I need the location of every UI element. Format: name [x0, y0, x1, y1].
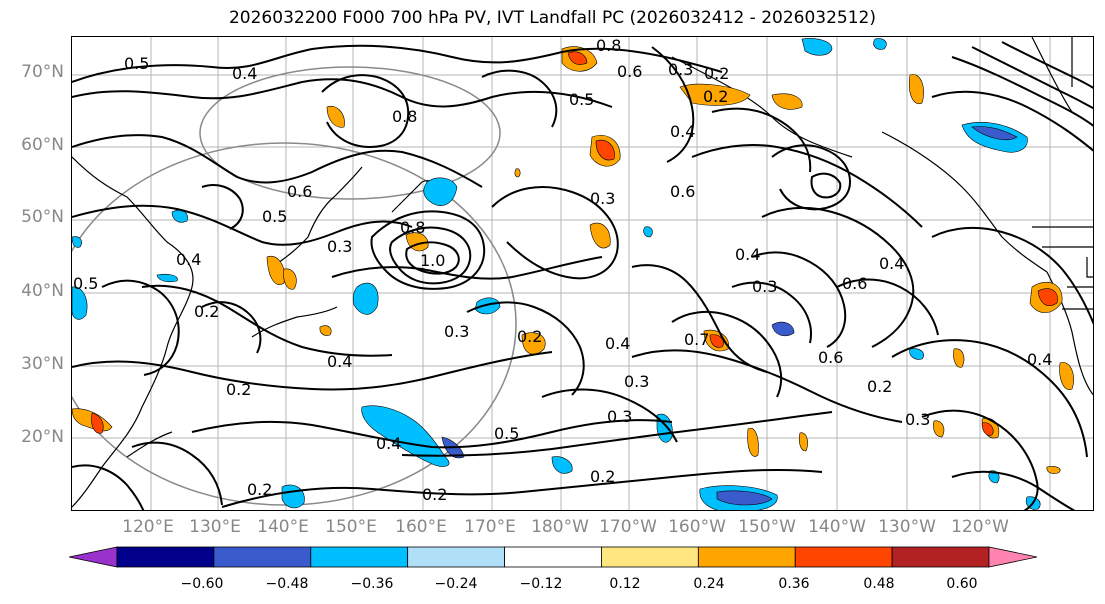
lon-label-120e: 120°E: [122, 517, 174, 537]
colorbar-swatch: [310, 546, 409, 568]
contour-label: 0.4: [376, 434, 401, 453]
colorbar-tick: −0.12: [519, 576, 563, 592]
lat-label-70n: 70°N: [21, 62, 64, 82]
colorbar-swatch: [794, 546, 893, 568]
contour-label: 0.6: [842, 274, 867, 293]
colorbar-swatch: [213, 546, 312, 568]
colorbar-swatch: [407, 546, 505, 568]
contour-label: 0.6: [287, 182, 312, 201]
contour-label: 0.3: [624, 372, 649, 391]
contour-label: 0.6: [818, 348, 843, 367]
colorbar-tick: 0.48: [863, 576, 895, 592]
contour-label: 0.4: [176, 250, 201, 269]
contour-label: 0.4: [327, 352, 352, 371]
contour-label: 0.6: [617, 62, 642, 81]
lon-label-130w: 130°W: [878, 517, 936, 537]
contour-label: 0.4: [605, 334, 630, 353]
lon-label-150w: 150°W: [738, 517, 796, 537]
contour-label: 0.2: [704, 64, 729, 83]
positive-anomaly-fills: [72, 46, 1074, 474]
colorbar-tick: −0.36: [350, 576, 394, 592]
colorbar-tick: 0.24: [693, 576, 725, 592]
contour-label: 0.4: [735, 245, 760, 264]
contour-label: 0.5: [569, 90, 594, 109]
contour-label: 0.3: [905, 410, 930, 429]
colorbar-tick: −0.48: [265, 576, 309, 592]
lat-label-30n: 30°N: [21, 354, 64, 374]
colorbar: [69, 546, 1037, 568]
contour-label: 0.3: [327, 237, 352, 256]
lon-label-120w: 120°W: [951, 517, 1009, 537]
colorbar-tick: 0.60: [946, 576, 978, 592]
lon-label-180w: 180°W: [531, 517, 589, 537]
lat-label-40n: 40°N: [21, 281, 64, 301]
contour-label: 0.8: [392, 107, 417, 126]
contour-label: 0.2: [703, 87, 728, 106]
contour-label: 0.5: [73, 274, 98, 293]
lon-label-150e: 150°E: [325, 517, 377, 537]
contour-label: 0.4: [232, 64, 257, 83]
map-title: 2026032200 F000 700 hPa PV, IVT Landfall…: [228, 8, 876, 28]
colorbar-swatch: [697, 546, 796, 568]
colorbar-tick: 0.36: [778, 576, 810, 592]
contour-label: 0.2: [194, 302, 219, 321]
lon-label-140e: 140°E: [257, 517, 309, 537]
colorbar-swatch: [116, 546, 215, 568]
contour-label: 0.4: [879, 254, 904, 273]
contour-label: 0.5: [124, 54, 149, 73]
colorbar-swatch: [601, 546, 699, 568]
contour-label: 0.8: [596, 37, 621, 55]
lon-label-140w: 140°W: [808, 517, 866, 537]
contour-label: 0.3: [607, 407, 632, 426]
colorbar-extend-low: [69, 546, 118, 568]
contour-labels: 0.8 0.5 0.4 0.8 0.6 0.3 0.2 0.5 0.3 0.4 …: [73, 37, 1052, 504]
contour-label: 0.2: [247, 480, 272, 499]
contour-label: 0.8: [400, 218, 425, 237]
lon-label-130e: 130°E: [189, 517, 241, 537]
lat-label-50n: 50°N: [21, 207, 64, 227]
map-canvas: 0.8 0.5 0.4 0.8 0.6 0.3 0.2 0.5 0.3 0.4 …: [72, 37, 1093, 510]
contour-label: 0.3: [590, 189, 615, 208]
lat-label-20n: 20°N: [21, 427, 64, 447]
contour-label: 0.3: [668, 60, 693, 79]
map-panel: 0.8 0.5 0.4 0.8 0.6 0.3 0.2 0.5 0.3 0.4 …: [71, 36, 1094, 511]
lon-label-170e: 170°E: [464, 517, 516, 537]
colorbar-swatch: [504, 546, 602, 568]
contour-label: 0.5: [262, 207, 287, 226]
contour-label: 0.3: [444, 322, 469, 341]
lon-label-160w: 160°W: [668, 517, 726, 537]
pv-contours: [72, 41, 1093, 510]
contour-label: 0.4: [1027, 350, 1052, 369]
contour-label: 0.2: [226, 380, 251, 399]
contour-label: 0.2: [422, 485, 447, 504]
contour-label: 0.3: [752, 277, 777, 296]
lat-label-60n: 60°N: [21, 135, 64, 155]
contour-label: 0.2: [590, 467, 615, 486]
lon-label-170w: 170°W: [599, 517, 657, 537]
colorbar-tick: −0.24: [434, 576, 478, 592]
negative-anomaly-fills: [72, 38, 1041, 510]
contour-label: 0.5: [494, 424, 519, 443]
contour-label: 0.6: [670, 182, 695, 201]
colorbar-swatch: [891, 546, 990, 568]
lon-label-160e: 160°E: [395, 517, 447, 537]
contour-label: 1.0: [420, 251, 445, 270]
reference-circles: [72, 66, 517, 506]
colorbar-tick: 0.12: [609, 576, 641, 592]
colorbar-extend-high: [988, 546, 1037, 568]
contour-label: 0.7: [684, 330, 709, 349]
colorbar-tick: −0.60: [180, 576, 224, 592]
contour-label: 0.2: [517, 327, 542, 346]
contour-label: 0.4: [670, 122, 695, 141]
contour-label: 0.2: [867, 377, 892, 396]
